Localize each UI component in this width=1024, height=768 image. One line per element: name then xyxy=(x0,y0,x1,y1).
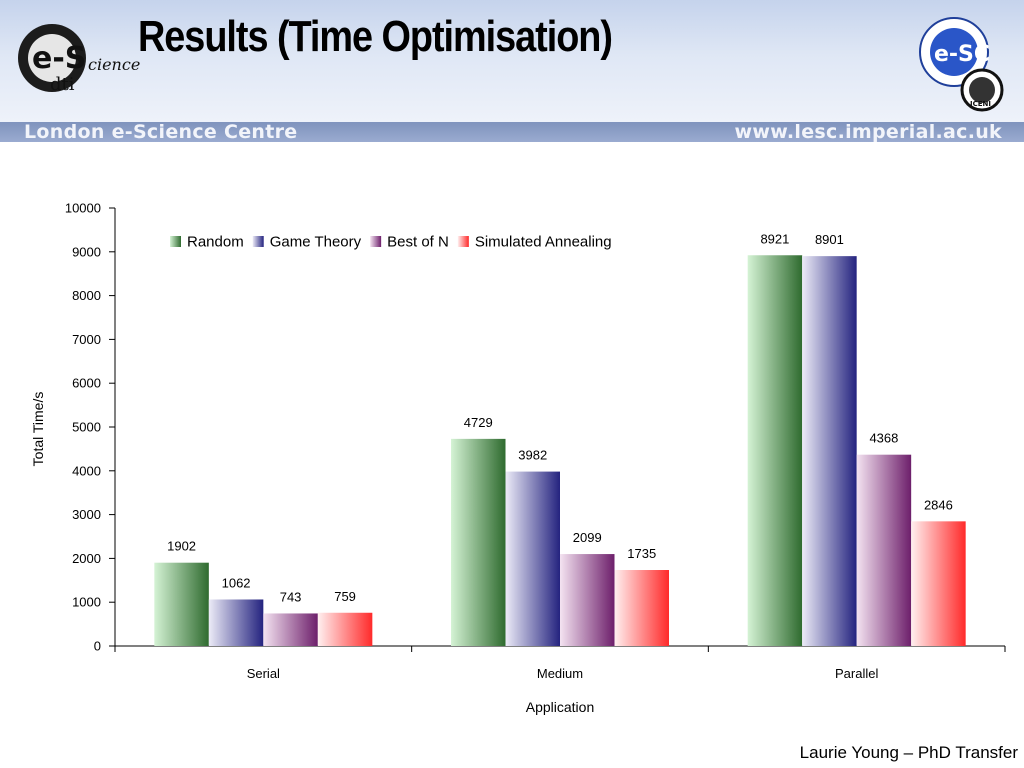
bar xyxy=(208,599,264,646)
legend-swatch xyxy=(252,236,264,247)
bar xyxy=(560,554,615,646)
data-label: 8921 xyxy=(760,231,789,246)
svg-text:dti: dti xyxy=(50,74,75,95)
y-tick-label: 6000 xyxy=(72,376,101,391)
legend-swatch xyxy=(370,236,382,247)
bar xyxy=(263,613,318,646)
y-tick-label: 1000 xyxy=(72,595,101,610)
strip-left-text: London e-Science Centre xyxy=(24,121,298,142)
x-tick-label: Parallel xyxy=(835,666,878,681)
data-label: 8901 xyxy=(815,232,844,247)
data-label: 1735 xyxy=(627,546,656,561)
slide-title: Results (Time Optimisation) xyxy=(138,12,613,61)
bar xyxy=(505,471,560,646)
y-tick-label: 9000 xyxy=(72,244,101,259)
y-axis-title: Total Time/s xyxy=(30,392,46,467)
x-tick-label: Medium xyxy=(537,666,583,681)
y-tick-label: 2000 xyxy=(72,551,101,566)
legend-label: Game Theory xyxy=(270,234,362,251)
data-label: 3982 xyxy=(518,448,547,463)
data-label: 1902 xyxy=(167,539,196,554)
legend: Random Game Theory Best of N Simulated Anne… xyxy=(170,234,612,251)
bar xyxy=(911,521,966,646)
bars xyxy=(154,255,966,646)
bar xyxy=(802,256,857,646)
bar xyxy=(747,255,803,646)
data-label: 743 xyxy=(280,589,302,604)
y-tick-label: 8000 xyxy=(72,288,101,303)
data-label: 2099 xyxy=(573,530,602,545)
slide-header: London e-Science Centre www.lesc.imperia… xyxy=(0,0,1024,142)
lesc-logo: e-SC ICENI xyxy=(919,17,1004,112)
data-label: 4729 xyxy=(464,415,493,430)
legend-label: Random xyxy=(187,234,244,251)
x-tick-label: Serial xyxy=(247,666,280,681)
strip-right-url: www.lesc.imperial.ac.uk xyxy=(734,121,1002,142)
y-tick-label: 3000 xyxy=(72,507,101,522)
data-label: 2846 xyxy=(924,497,953,512)
header-strip xyxy=(0,122,1024,142)
legend-swatch xyxy=(170,236,181,247)
footer-text: Laurie Young – PhD Transfer xyxy=(799,743,1018,762)
data-label: 4368 xyxy=(869,431,898,446)
legend-swatch xyxy=(457,236,469,247)
header-background xyxy=(0,0,1024,122)
y-tick-label: 7000 xyxy=(72,332,101,347)
bar xyxy=(451,438,506,646)
x-ticks: Serial Medium Parallel xyxy=(114,646,1006,681)
y-tick-label: 5000 xyxy=(72,420,101,435)
data-label: 759 xyxy=(334,589,356,604)
y-tick-label: 0 xyxy=(94,639,101,654)
bar xyxy=(614,570,669,646)
svg-text:cience: cience xyxy=(88,55,140,74)
bar-chart: 0 1000 2000 3000 4000 5000 6000 7000 8000 9000 100… xyxy=(30,201,1006,715)
y-ticks: 0 1000 2000 3000 4000 5000 6000 7000 8000 9000 100… xyxy=(65,201,115,654)
svg-text:e-S: e-S xyxy=(32,41,86,76)
svg-text:e-SC: e-SC xyxy=(934,42,990,67)
data-label: 1062 xyxy=(222,575,251,590)
data-labels: 1902 1062 743 759 4729 3982 2099 1735 8921 8901 43… xyxy=(167,231,953,604)
bar xyxy=(154,562,209,646)
svg-text:ICENI: ICENI xyxy=(970,100,991,108)
legend-label: Best of N xyxy=(387,234,449,251)
e-science-dti-logo: e-S cience dti xyxy=(18,24,140,95)
x-axis-title: Application xyxy=(526,699,595,715)
bar xyxy=(856,454,912,646)
bar xyxy=(317,612,373,646)
y-tick-label: 4000 xyxy=(72,463,101,478)
y-tick-label: 10000 xyxy=(65,201,101,216)
legend-label: Simulated Annealing xyxy=(475,234,612,251)
